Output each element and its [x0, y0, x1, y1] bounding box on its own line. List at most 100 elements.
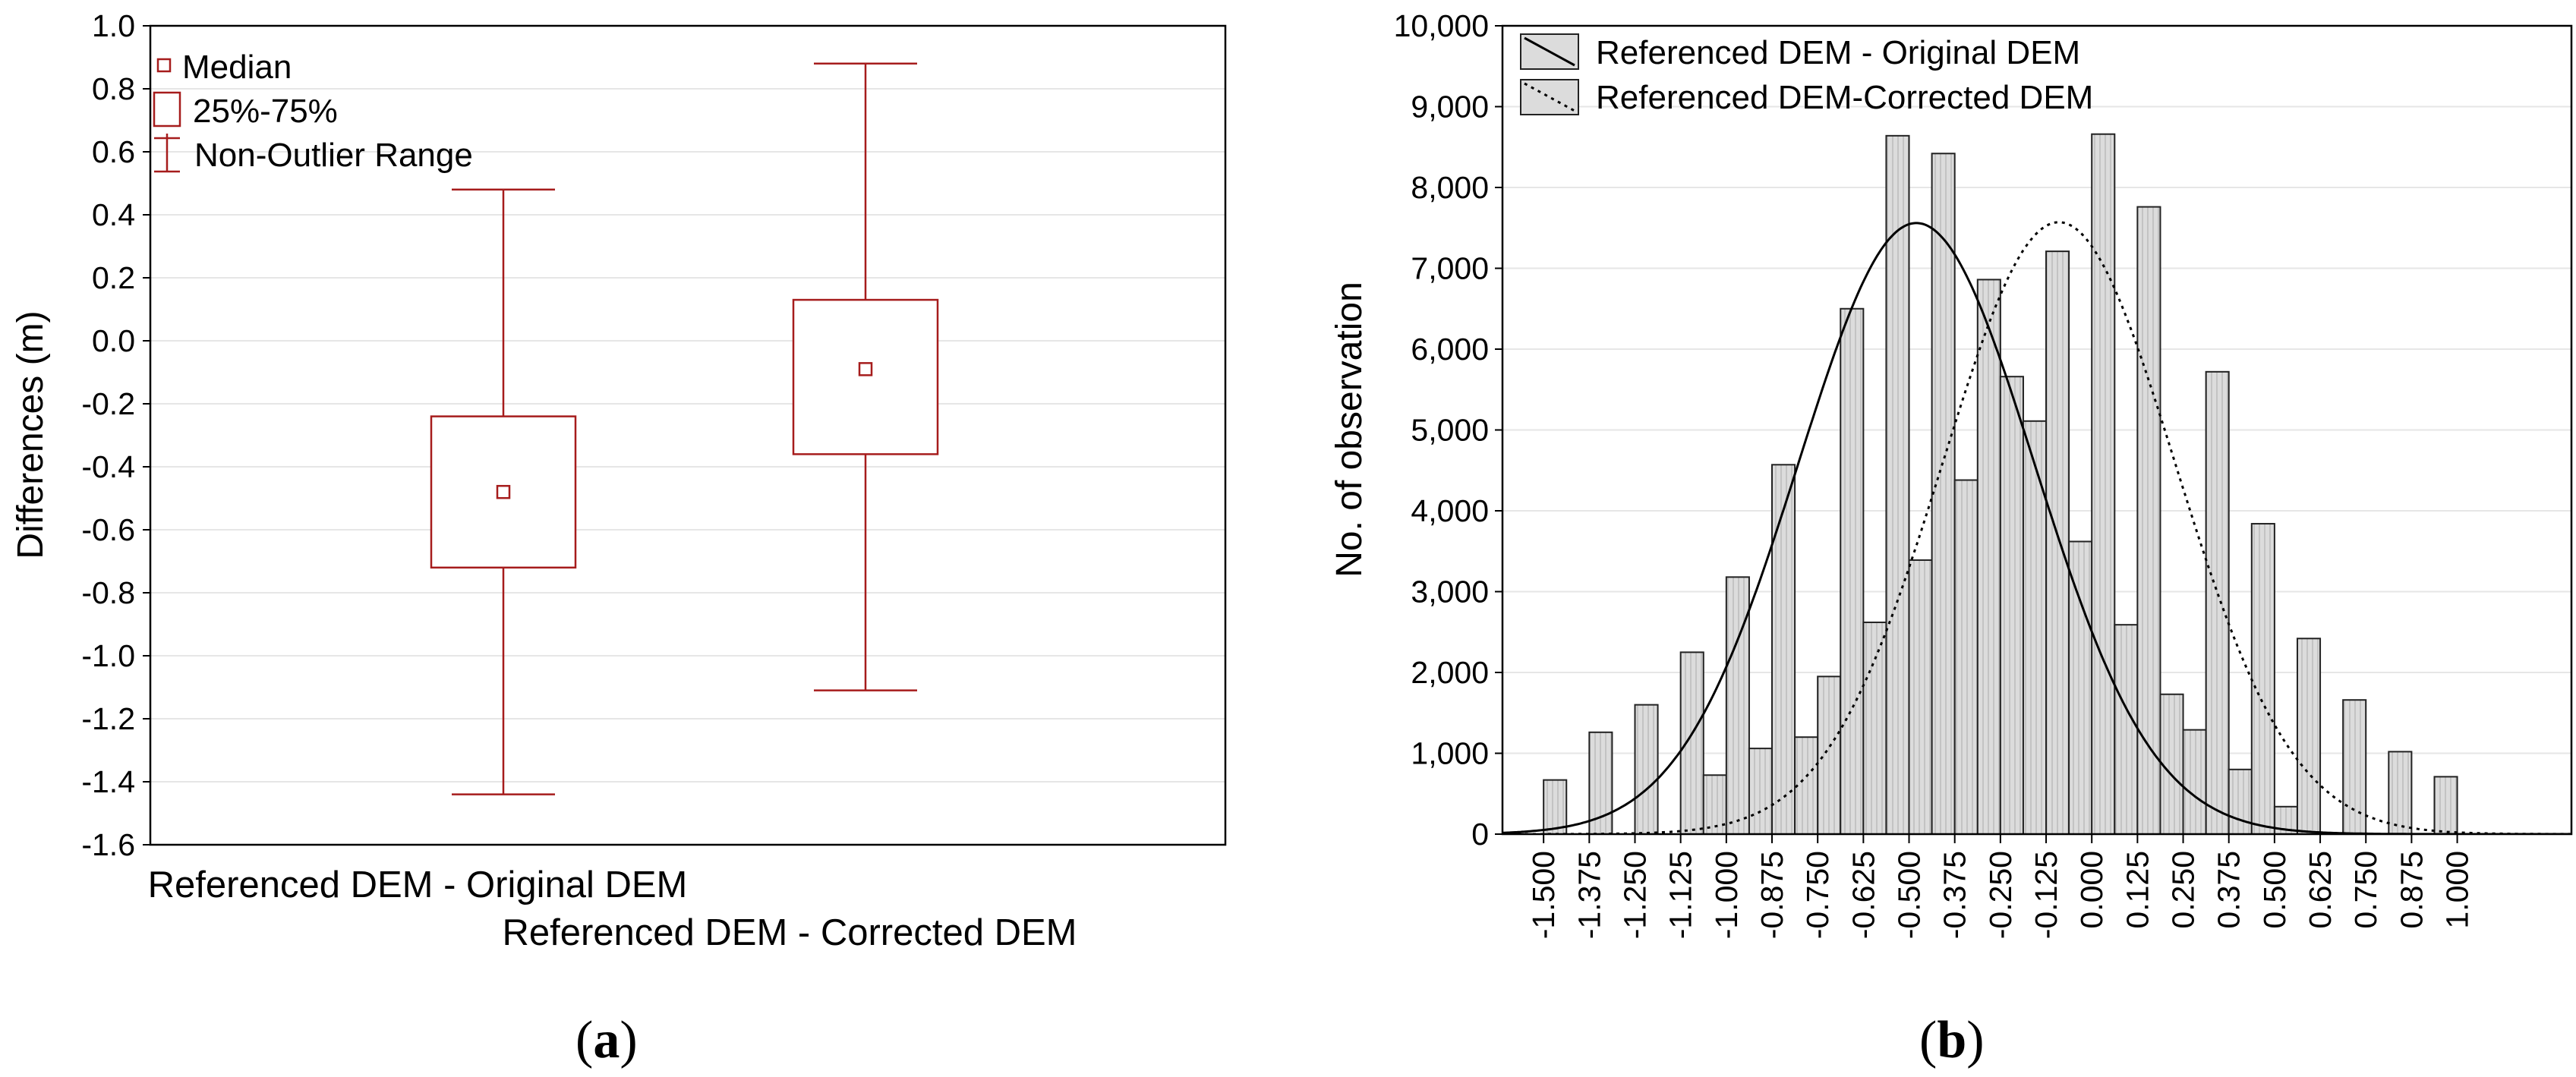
histogram-bar: [2433, 776, 2458, 836]
legend-corrected-line-icon: [1524, 82, 1575, 112]
histogram-bar: [1976, 279, 2001, 836]
median-marker: [858, 362, 873, 376]
boxplot-y-axis-title: Differences (m): [11, 310, 51, 559]
boxplot-box-1: [430, 188, 577, 795]
histogram-x-tick-label: 1.000: [2440, 851, 2475, 929]
histogram-x-tick-label: 0.750: [2348, 851, 2383, 929]
histogram-y-tick-label: 5,000: [1411, 413, 1489, 448]
legend-original-label: Referenced DEM - Original DEM: [1596, 34, 2080, 71]
histogram-bar: [1634, 704, 1659, 835]
histogram-bars: [1543, 133, 2458, 836]
boxplot-y-tick-label: -1.2: [81, 701, 135, 736]
boxplot-y-tick-label: -0.8: [81, 575, 135, 610]
histogram-bar: [2388, 751, 2413, 835]
histogram-bar: [1679, 651, 1704, 835]
histogram-y-tick-label: 6,000: [1411, 332, 1489, 367]
legend-range-label: Non-Outlier Range: [194, 137, 473, 174]
median-marker: [496, 484, 511, 499]
histogram-x-tick-label: -0.375: [1938, 851, 1972, 939]
boxplot-series: [430, 62, 939, 795]
legend-original-line-icon: [1524, 36, 1575, 67]
histogram-y-tick-label: 2,000: [1411, 655, 1489, 690]
histogram-bar: [1953, 479, 1979, 836]
boxplot-y-tick-label: -0.4: [81, 449, 135, 484]
boxplot-y-tick-label: 0.6: [92, 134, 135, 169]
legend-quartile-marker: [153, 91, 181, 128]
histogram-x-tick-label: -0.875: [1755, 851, 1789, 939]
histogram-bar: [1840, 307, 1865, 835]
histogram-y-tick-label: 7,000: [1411, 251, 1489, 286]
boxplot-category-label-2: Referenced DEM - Corrected DEM: [502, 912, 1077, 953]
histogram-y-tick-label: 8,000: [1411, 170, 1489, 205]
histogram-bar: [1748, 748, 1774, 835]
boxplot-category-label-1: Referenced DEM - Original DEM: [148, 864, 688, 905]
histogram-bar: [1999, 376, 2024, 835]
legend-corrected-swatch: [1520, 79, 1579, 115]
boxplot-y-tick-label: -1.4: [81, 764, 135, 799]
legend-quartile-label: 25%-75%: [193, 93, 338, 130]
histogram-gridlines: [1502, 105, 2571, 754]
histogram-bar: [2068, 540, 2093, 835]
histogram-x-ticks: -1.500 -1.375 -1.250 -1.125 -1.000 -0.875 -0.7…: [1526, 834, 2475, 939]
histogram-panel: 10,000 9,000 8,000 7,000 6,000 5,000 4,000 3,00…: [1329, 8, 2573, 1069]
histogram-bar: [2182, 729, 2207, 835]
panel-label-a: (a): [575, 1011, 638, 1069]
histogram-y-tick-label: 1,000: [1411, 736, 1489, 771]
histogram-x-tick-label: -0.125: [2029, 851, 2064, 939]
histogram-x-tick-label: 0.625: [2303, 851, 2338, 929]
histogram-x-tick-label: 0.500: [2257, 851, 2292, 929]
histogram-x-tick-label: 0.875: [2394, 851, 2429, 929]
histogram-y-ticks: 10,000 9,000 8,000 7,000 6,000 5,000 4,000 3,00…: [1394, 8, 1502, 852]
boxplot-y-tick-label: 0.0: [92, 323, 135, 358]
histogram-y-tick-label: 4,000: [1411, 493, 1489, 528]
boxplot-y-tick-label: -0.6: [81, 512, 135, 547]
normal-curve-corrected: [1502, 221, 2571, 834]
histogram-x-tick-label: -0.750: [1800, 851, 1835, 939]
histogram-legend: Referenced DEM - Original DEM Referenced…: [1520, 33, 2093, 116]
histogram-bar: [2342, 699, 2367, 836]
histogram-x-tick-label: -0.500: [1892, 851, 1927, 939]
histogram-x-tick-label: -1.000: [1709, 851, 1744, 939]
histogram-y-axis-title: No. of observation: [1329, 282, 1370, 578]
boxplot-panel: 1.0 0.8 0.6 0.4 0.2 0.0 -0.2 -0.4 -0.6 -0.8 -1.0 -1…: [11, 8, 1227, 1069]
histogram-bar: [1794, 736, 1819, 836]
histogram-x-tick-label: -1.125: [1663, 851, 1698, 939]
boxplot-y-tick-label: 1.0: [92, 8, 135, 43]
histogram-bar: [2205, 370, 2230, 835]
boxplot-y-tick-label: -0.2: [81, 386, 135, 421]
boxplot-frame: [149, 24, 1227, 846]
histogram-x-tick-label: 0.250: [2166, 851, 2201, 929]
histogram-bar: [2091, 133, 2116, 835]
histogram-y-tick-label: 0: [1471, 817, 1489, 852]
legend-corrected-label: Referenced DEM-Corrected DEM: [1596, 79, 2093, 116]
panel-label-b: (b): [1919, 1011, 1985, 1069]
boxplot-y-tick-label: 0.2: [92, 260, 135, 295]
histogram-bar: [1885, 134, 1910, 835]
boxplot-y-tick-label: 0.8: [92, 71, 135, 106]
histogram-bar: [2228, 768, 2253, 835]
histogram-bar: [2045, 250, 2070, 835]
boxplot-y-ticks: 1.0 0.8 0.6 0.4 0.2 0.0 -0.2 -0.4 -0.6 -0.8 -1.0 -1…: [81, 8, 150, 862]
histogram-bar: [1931, 153, 1956, 835]
boxplot-gridlines: [150, 88, 1225, 783]
histogram-frame: [1501, 24, 2573, 836]
histogram-bar: [1817, 675, 1842, 836]
histogram-bar: [1771, 464, 1796, 835]
quartile-box: [792, 298, 939, 455]
histogram-x-tick-label: -1.250: [1617, 851, 1652, 939]
histogram-x-tick-label: -0.625: [1846, 851, 1881, 939]
boxplot-legend: Median 25%-75% Non-Outlier Range: [153, 49, 473, 174]
histogram-x-tick-label: 0.000: [2074, 851, 2109, 929]
histogram-bar: [1908, 559, 1933, 836]
histogram-y-tick-label: 9,000: [1411, 90, 1489, 124]
legend-median-label: Median: [182, 49, 292, 86]
boxplot-y-tick-label: 0.4: [92, 197, 135, 232]
histogram-bar: [1725, 576, 1750, 836]
histogram-bar: [2296, 638, 2322, 836]
legend-median-marker: [156, 58, 172, 73]
histogram-y-tick-label: 3,000: [1411, 575, 1489, 609]
histogram-bar: [1543, 779, 1568, 836]
histogram-y-tick-label: 10,000: [1394, 8, 1489, 43]
histogram-bar: [2136, 206, 2161, 835]
